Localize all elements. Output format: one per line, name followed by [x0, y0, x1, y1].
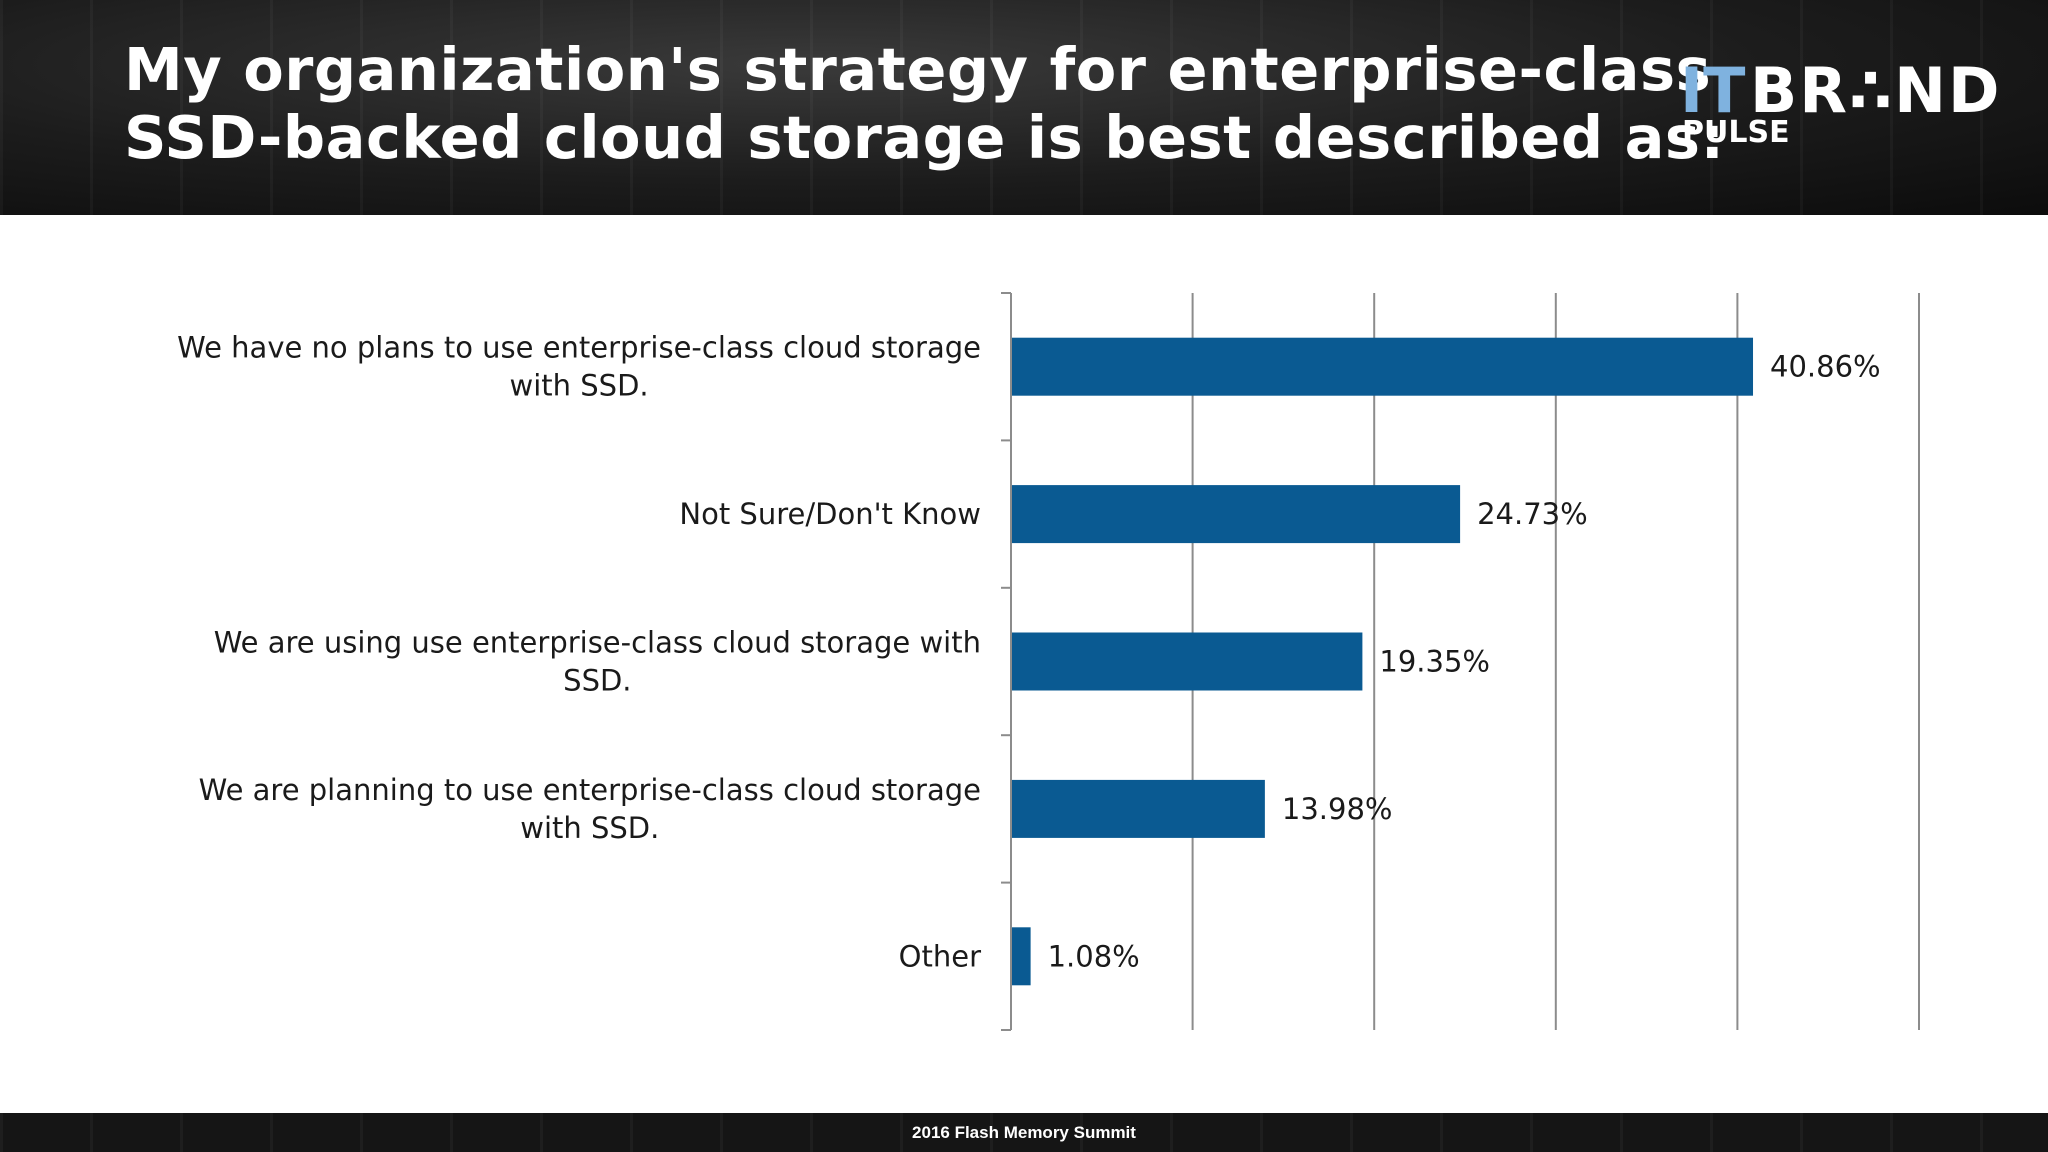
- bar-5: [1012, 927, 1031, 986]
- bar-2: [1012, 485, 1461, 544]
- category-label-5: Other: [899, 939, 981, 973]
- logo-it-text: IT: [1680, 54, 1746, 127]
- logo-pulse-text: PULSE: [1682, 115, 1790, 150]
- itbrand-pulse-logo: IT BR∴ND PULSE: [1676, 56, 2016, 176]
- footer-bar: 2016 Flash Memory Summit: [0, 1113, 2048, 1152]
- data-label-2: 24.73%: [1477, 497, 1588, 531]
- category-label-line: We are planning to use enterprise-class …: [199, 773, 981, 807]
- page-title: My organization's strategy for enterpris…: [124, 35, 1725, 172]
- category-label-1: We have no plans to use enterprise-class…: [177, 331, 981, 403]
- bar-4: [1012, 779, 1265, 838]
- title-line-2: SSD-backed cloud storage is best describ…: [124, 103, 1725, 172]
- data-label-3: 19.35%: [1379, 645, 1490, 679]
- category-label-line: SSD.: [563, 664, 631, 698]
- footer-text: 2016 Flash Memory Summit: [912, 1123, 1136, 1142]
- logo-brand-text: BR∴ND: [1750, 54, 2002, 127]
- category-label-line: with SSD.: [510, 369, 649, 403]
- category-label-3: We are using use enterprise-class cloud …: [214, 626, 981, 698]
- data-label-4: 13.98%: [1282, 792, 1393, 826]
- category-label-line: Other: [899, 939, 981, 973]
- bar-chart: 40.86% We have no plans to use enterprise…: [177, 292, 1920, 1031]
- bar-1: [1012, 337, 1754, 396]
- data-label-1: 40.86%: [1770, 350, 1881, 384]
- category-label-line: Not Sure/Don't Know: [679, 497, 981, 531]
- category-label-line: with SSD.: [520, 811, 659, 845]
- category-label-4: We are planning to use enterprise-class …: [199, 773, 981, 845]
- data-label-5: 1.08%: [1048, 939, 1140, 973]
- header-banner: My organization's strategy for enterpris…: [0, 0, 2048, 215]
- category-label-line: We are using use enterprise-class cloud …: [214, 626, 981, 660]
- category-label-line: We have no plans to use enterprise-class…: [177, 331, 981, 365]
- title-line-1: My organization's strategy for enterpris…: [124, 35, 1712, 104]
- bar-3: [1012, 632, 1363, 691]
- category-label-2: Not Sure/Don't Know: [679, 497, 981, 531]
